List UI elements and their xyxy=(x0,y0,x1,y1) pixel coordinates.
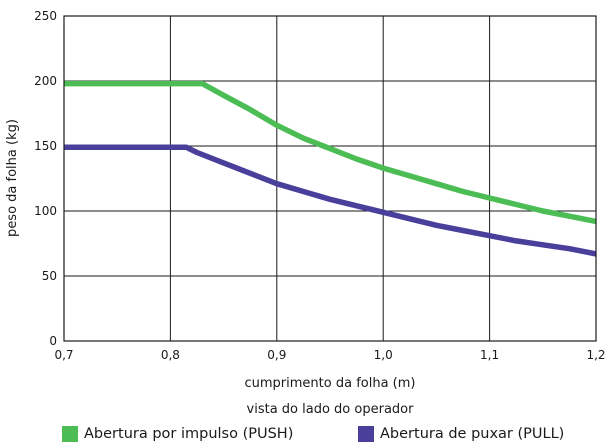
y-tick-label: 100 xyxy=(34,204,57,218)
y-tick-labels: 0 50 100 150 200 250 xyxy=(34,9,57,348)
legend-label-pull: Abertura de puxar (PULL) xyxy=(380,426,565,442)
legend-swatch-push xyxy=(62,426,78,442)
legend: Abertura por impulso (PUSH) Abertura de … xyxy=(0,424,609,448)
x-tick-label: 0,9 xyxy=(267,348,286,362)
plot-frame xyxy=(63,15,597,342)
legend-swatch-pull xyxy=(358,426,374,442)
x-tick-label: 0,8 xyxy=(161,348,180,362)
y-tick-label: 250 xyxy=(34,9,57,23)
x-tick-labels: 0,7 0,8 0,9 1,0 1,1 1,2 xyxy=(54,348,605,362)
x-tick-label: 1,0 xyxy=(374,348,393,362)
series-lines xyxy=(64,80,597,257)
y-tick-label: 0 xyxy=(49,334,57,348)
series-line-pull xyxy=(64,144,597,257)
x-tick-label: 1,1 xyxy=(480,348,499,362)
x-tick-label: 0,7 xyxy=(54,348,73,362)
legend-label-push: Abertura por impulso (PUSH) xyxy=(84,426,294,442)
plot-area-background xyxy=(64,16,596,341)
y-axis-title: peso da folha (kg) xyxy=(5,119,20,237)
series-line-push xyxy=(64,80,597,225)
note-text: vista do lado do operador xyxy=(247,402,415,417)
y-tick-label: 200 xyxy=(34,74,57,88)
y-tick-label: 50 xyxy=(42,269,57,283)
legend-item-push: Abertura por impulso (PUSH) xyxy=(62,426,293,442)
chart: 0,7 0,8 0,9 1,0 1,1 1,2 0 50 100 150 200 250 cumpr… xyxy=(5,9,606,417)
x-axis-title: cumprimento da folha (m) xyxy=(245,376,416,391)
y-tick-label: 150 xyxy=(34,139,57,153)
x-tick-label: 1,2 xyxy=(586,348,605,362)
legend-item-pull: Abertura de puxar (PULL) xyxy=(358,426,564,442)
